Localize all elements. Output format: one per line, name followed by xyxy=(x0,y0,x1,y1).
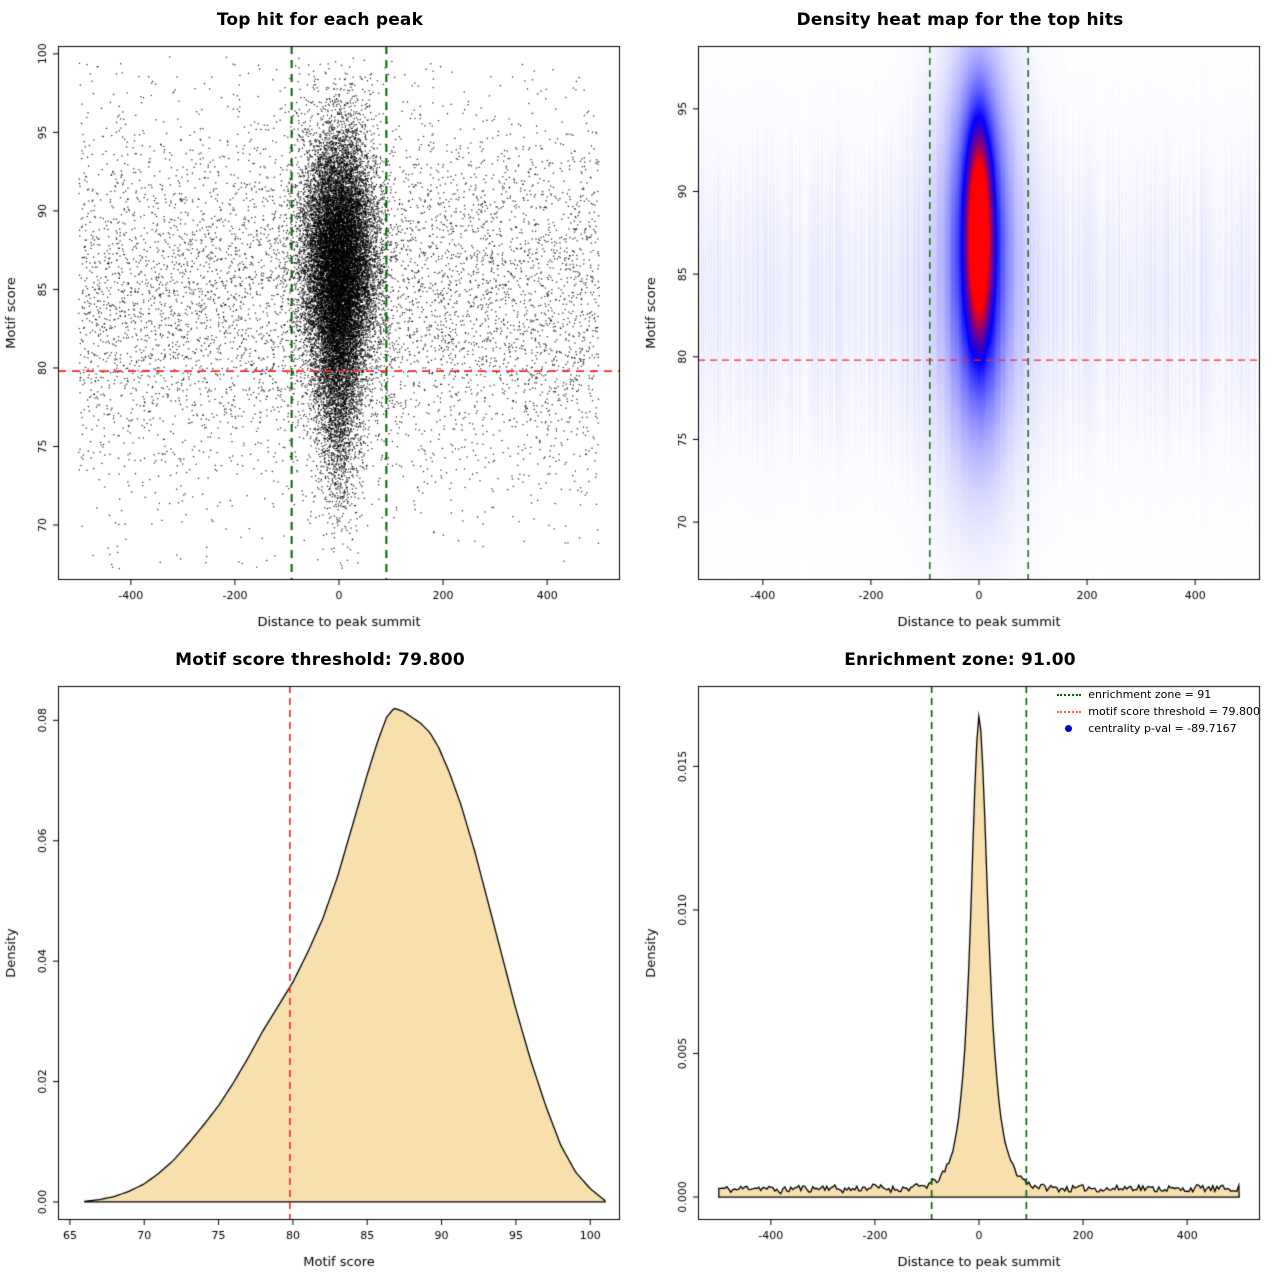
scatter-plot-canvas xyxy=(0,36,640,640)
panel-motif-score-density: Motif score threshold: 79.800 xyxy=(0,640,640,1280)
motif-density-canvas xyxy=(0,676,640,1280)
green-dotted-line-swatch xyxy=(1057,693,1082,696)
red-dotted-line-swatch xyxy=(1057,710,1082,713)
legend-item-enrichment-zone: enrichment zone = 91 xyxy=(1057,686,1260,703)
scatter-title: Top hit for each peak xyxy=(216,10,424,30)
legend-item-motif-threshold: motif score threshold = 79.800 xyxy=(1057,703,1260,720)
blue-point-swatch xyxy=(1065,725,1073,732)
legend: enrichment zone = 91 motif score thresho… xyxy=(1057,686,1260,737)
heatmap-title: Density heat map for the top hits xyxy=(796,10,1124,30)
legend-label: centrality p-val = -89.7167 xyxy=(1088,722,1237,735)
legend-item-centrality-pval: centrality p-val = -89.7167 xyxy=(1057,720,1260,737)
heatmap-canvas xyxy=(640,36,1280,640)
legend-label: enrichment zone = 91 xyxy=(1088,688,1212,701)
panel-enrichment-zone-density: Enrichment zone: 91.00 enrichment zone =… xyxy=(640,640,1280,1280)
motif-density-title: Motif score threshold: 79.800 xyxy=(175,650,465,670)
enrichment-title: Enrichment zone: 91.00 xyxy=(844,650,1076,670)
panel-density-heatmap: Density heat map for the top hits xyxy=(640,0,1280,640)
panel-top-hit-scatter: Top hit for each peak xyxy=(0,0,640,640)
enrichment-density-canvas xyxy=(640,676,1280,1280)
legend-label: motif score threshold = 79.800 xyxy=(1088,705,1260,718)
